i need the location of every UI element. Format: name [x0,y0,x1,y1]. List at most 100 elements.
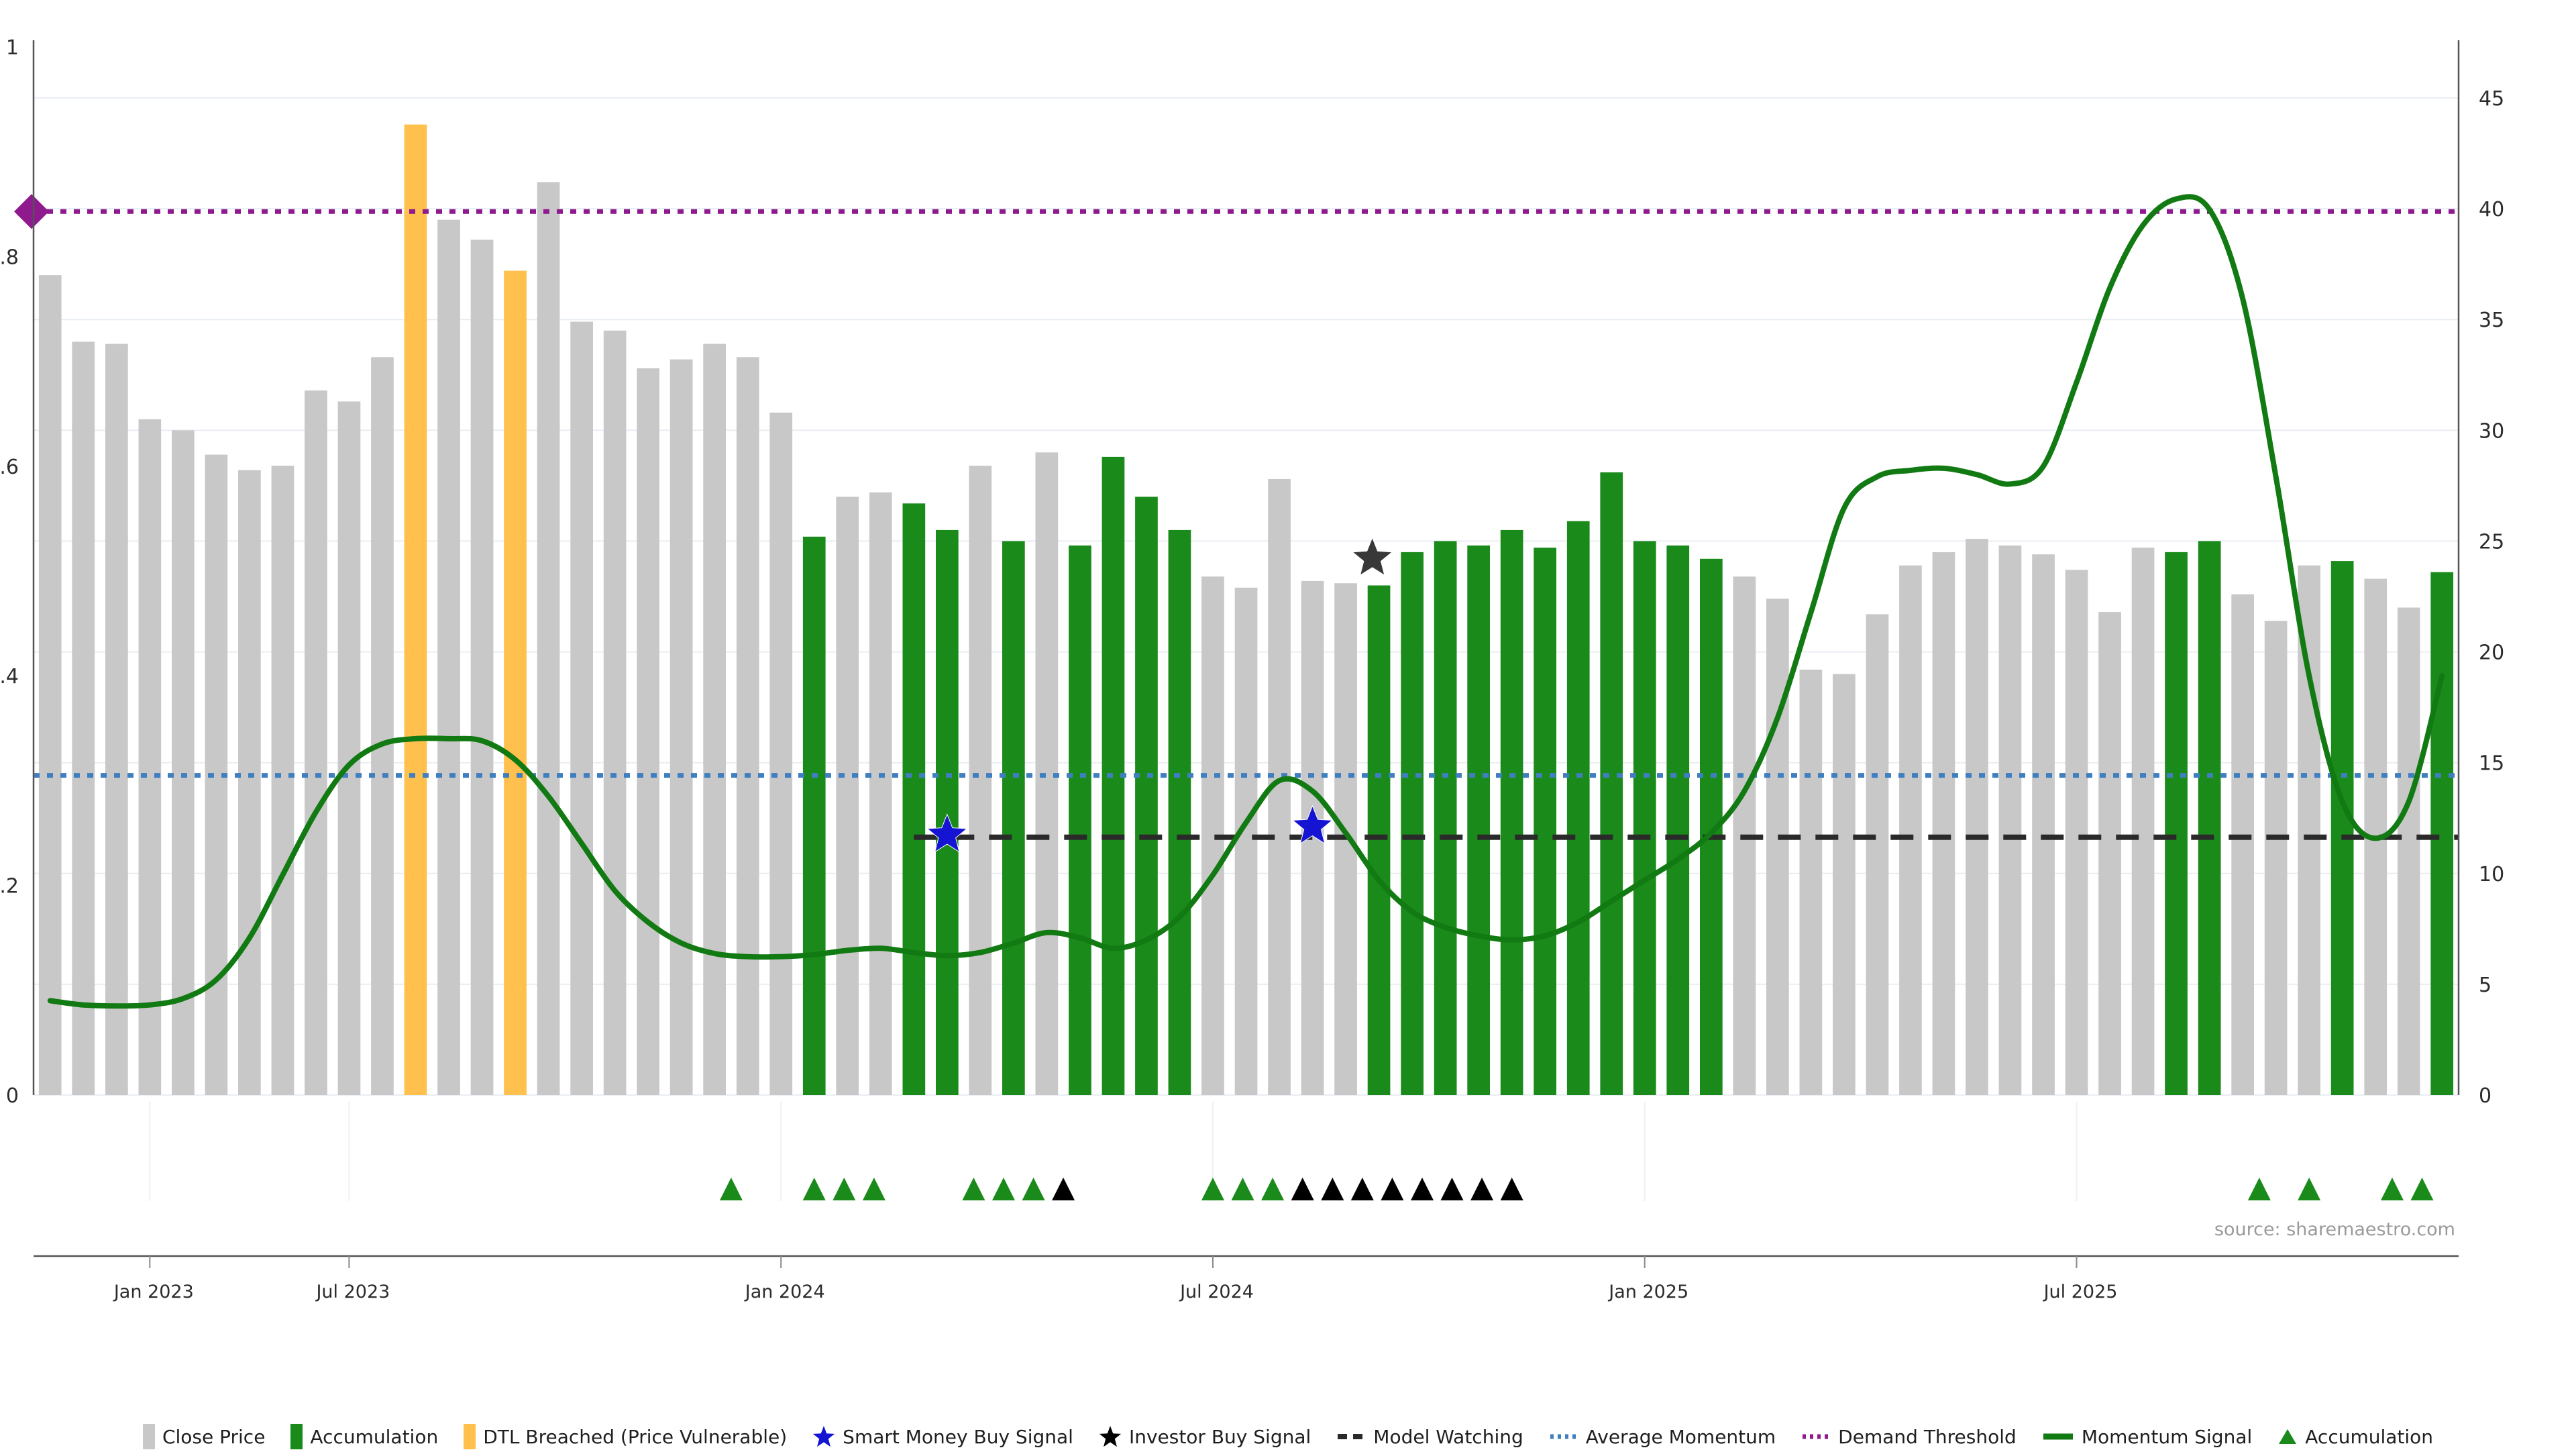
close-price-bar [2231,594,2254,1095]
legend-swatch-smart-money-buy-signal [812,1425,835,1448]
accumulation-bar [1467,546,1490,1095]
legend-item-dtl-breached[interactable]: DTL Breached (Price Vulnerable) [464,1424,787,1449]
accumulation-triangle-marker [1470,1178,1494,1200]
momentum-signal-layer [47,194,2445,1009]
legend-swatch-momentum-signal [2042,1425,2074,1448]
dtl-breached-bar [404,124,427,1096]
accumulation-triangle-marker [2247,1178,2271,1200]
legend-item-momentum-signal[interactable]: Momentum Signal [2042,1425,2252,1448]
close-price-bar [371,357,394,1095]
y-left-tick-label: 0.4 [0,665,19,688]
source-note: source: sharemaestro.com [2214,1219,2455,1240]
y-left-tick-label: 0 [6,1084,19,1108]
y-axis-right-labels: 0 5 10 15 20 25 30 35 40 45 [2479,87,2504,1108]
y-right-tick-label: 40 [2479,198,2504,221]
x-tick-label: Jul 2023 [315,1282,390,1302]
accumulation-triangle-marker [833,1178,856,1200]
y-left-tick-label: 0.6 [0,456,19,479]
accumulation-triangle-marker [1500,1178,1523,1200]
legend-item-accumulation-bar[interactable]: Accumulation [290,1424,438,1449]
close-price-bar [969,466,992,1095]
accumulation-triangle-marker [862,1178,885,1200]
legend-item-average-momentum[interactable]: Average Momentum [1549,1425,1776,1448]
x-axis-labels: Jan 2023 Jul 2023 Jan 2024 Jul 2024 Jan 2025… [113,1102,2118,1302]
accumulation-bar [1401,552,1424,1095]
close-price-bar [172,430,195,1095]
legend-label-close-price: Close Price [162,1425,266,1448]
accumulation-bar [902,503,926,1095]
close-price-bar [1866,614,1889,1095]
axes [32,40,2460,1257]
close-price-bar [437,219,460,1096]
close-price-bar [769,412,793,1095]
close-price-bar [603,330,627,1096]
y-left-tick-label: 1 [6,36,19,60]
legend-label-accumulation-bar: Accumulation [310,1425,439,1448]
smart-money-buy-signal-star[interactable] [1291,805,1334,845]
investor-buy-signal-star[interactable] [1351,536,1393,576]
x-tick-label: Jul 2024 [1179,1282,1254,1302]
legend-item-demand-threshold[interactable]: Demand Threshold [1801,1425,2017,1448]
legend-item-model-watching[interactable]: Model Watching [1336,1425,1523,1448]
y-right-tick-label: 45 [2479,87,2504,111]
close-price-bar [570,321,593,1095]
y-right-tick-label: 15 [2479,752,2504,776]
y-right-tick-label: 20 [2479,641,2504,665]
accumulation-triangle-marker [1231,1178,1254,1200]
legend-item-accumulation-marker[interactable]: Accumulation [2277,1426,2433,1448]
close-price-bar [1998,546,2022,1095]
close-price-bar [2065,570,2088,1095]
bars-layer [38,124,2454,1096]
y-right-tick-label: 30 [2479,419,2504,443]
close-price-bar [2131,548,2155,1095]
legend-item-close-price[interactable]: Close Price [142,1424,266,1449]
accumulation-triangle-marker [2381,1178,2404,1200]
accumulation-bar [1069,546,1091,1095]
close-price-bar [1899,565,1922,1095]
accumulation-bar [1534,548,1556,1095]
smart-money-buy-signal-star[interactable] [926,813,968,853]
legend-label-model-watching: Model Watching [1373,1425,1523,1448]
close-price-bar [2397,607,2420,1095]
y-right-tick-label: 5 [2479,974,2491,997]
y-left-tick-label: 0.8 [0,246,19,269]
x-tick-label: Jan 2023 [113,1282,194,1302]
source-label: source: sharemaestro.com [2214,1219,2455,1240]
accumulation-bar [1633,541,1656,1095]
close-price-bar [2032,554,2055,1095]
accumulation-bar [1600,472,1623,1095]
accumulation-bar [1566,521,1590,1095]
accumulation-bar [802,536,826,1095]
close-price-bar [637,368,659,1095]
legend-swatch-accumulation-bar [290,1424,303,1449]
y-axis-left-labels: 0 0.2 0.4 0.6 0.8 1 [0,36,19,1108]
legend-item-smart-money-buy-signal[interactable]: Smart Money Buy Signal [812,1425,1073,1448]
accumulation-triangle-marker [1052,1178,1075,1200]
accumulation-triangle-marker [1261,1178,1285,1200]
close-price-bar [1833,674,1856,1095]
close-price-bar [305,390,327,1095]
close-price-bar [836,497,859,1095]
accumulation-bar [2430,572,2454,1095]
close-price-bar [669,359,693,1095]
close-price-bar [2298,565,2320,1095]
legend-item-investor-buy-signal[interactable]: Investor Buy Signal [1099,1425,1311,1448]
y-right-tick-label: 35 [2479,309,2504,332]
close-price-bar [703,344,726,1095]
close-price-bar [138,419,162,1095]
accumulation-triangle-marker [1201,1178,1224,1200]
close-price-bar [2098,612,2121,1095]
accumulation-triangle-marker [992,1178,1015,1200]
accumulation-triangle-marker [1440,1178,1464,1200]
accumulation-markers-row [719,1178,2434,1200]
legend-swatch-model-watching [1336,1425,1366,1448]
reference-lines [14,194,2459,840]
chart-legend: Close Price Accumulation DTL Breached (P… [0,1421,2576,1452]
accumulation-bar [1367,585,1391,1095]
accumulation-bar [2165,552,2188,1095]
close-price-bar [271,466,294,1095]
x-tick-label: Jul 2025 [2043,1282,2118,1302]
close-price-bar [470,240,494,1095]
close-price-bar [1799,670,1823,1095]
